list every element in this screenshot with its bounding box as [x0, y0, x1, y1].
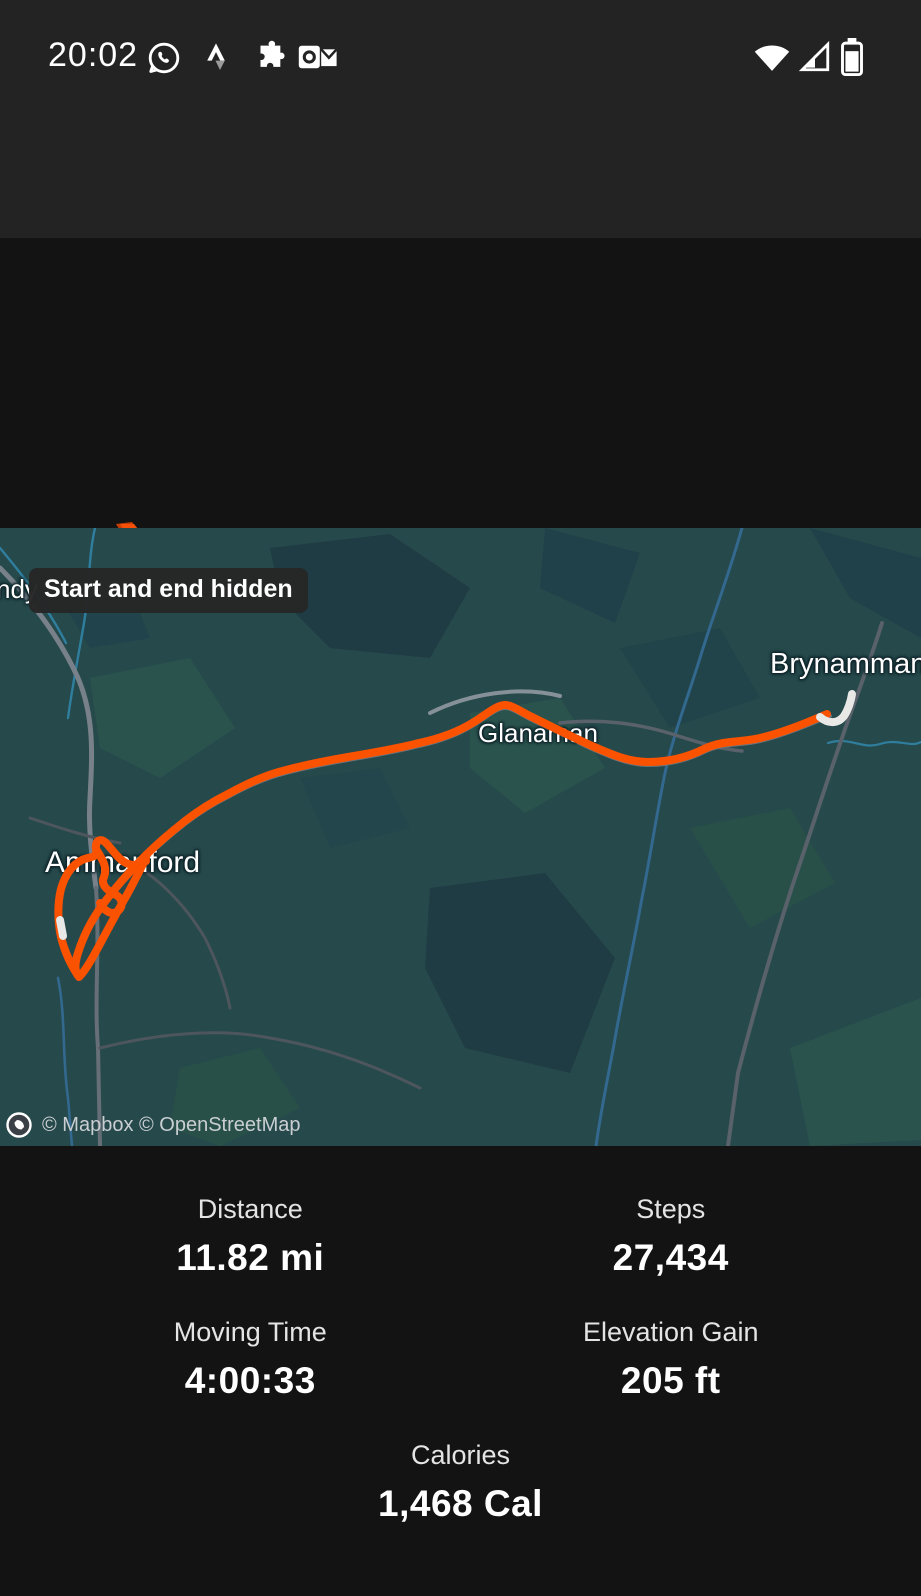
whatsapp-icon [148, 42, 180, 74]
status-bar: 20:02 [0, 0, 921, 100]
stats-section: Distance 11.82 mi Steps 27,434 Moving Ti… [0, 1146, 921, 1596]
route-hidden-start-segment [56, 916, 67, 940]
stat-value: 4:00:33 [184, 1360, 316, 1401]
mapbox-logo-icon [6, 1112, 32, 1138]
strava-icon [207, 43, 225, 70]
attribution-text[interactable]: © Mapbox © OpenStreetMap [42, 1113, 301, 1136]
route-hidden-end-segment [816, 690, 856, 727]
stat-value: 205 ft [620, 1360, 721, 1401]
stat-label: Distance [197, 1194, 303, 1224]
stat-label: Calories [410, 1440, 511, 1470]
activity-post-header: Korisha Williams Today at 2:59 PM · Carm… [0, 238, 921, 730]
status-time: 20:02 [48, 36, 139, 74]
top-bar: 20:02 [0, 0, 921, 360]
route-map[interactable]: Brynamman Glanaman Ammanford ndy Start a… [0, 528, 921, 1146]
cell-signal-icon [798, 40, 830, 72]
stat-steps: Steps 27,434 [461, 1194, 882, 1279]
stat-calories: Calories 1,468 Cal [40, 1440, 881, 1525]
puzzle-icon [260, 40, 285, 67]
stat-moving-time: Moving Time 4:00:33 [40, 1317, 461, 1402]
header: Walk [0, 144, 921, 360]
battery-icon [841, 38, 863, 76]
wifi-icon [754, 45, 790, 71]
stat-distance: Distance 11.82 mi [40, 1194, 461, 1279]
stat-value: 11.82 mi [176, 1237, 325, 1278]
stat-value: 1,468 Cal [378, 1483, 543, 1524]
map-base-layer [0, 528, 921, 1146]
outlook-icon [298, 45, 338, 69]
map-label-brynamman: Brynamman [770, 648, 921, 680]
route-layer [54, 690, 856, 981]
privacy-tooltip: Start and end hidden [29, 568, 308, 613]
map-terrain-patches [60, 528, 921, 1146]
stat-label: Steps [636, 1194, 706, 1224]
route-polyline [54, 701, 831, 981]
stat-label: Elevation Gain [582, 1317, 759, 1347]
stat-label: Moving Time [173, 1317, 327, 1347]
stat-elevation-gain: Elevation Gain 205 ft [461, 1317, 882, 1402]
map-attribution[interactable]: © Mapbox © OpenStreetMap [6, 1112, 301, 1138]
stat-value: 27,434 [612, 1237, 729, 1278]
